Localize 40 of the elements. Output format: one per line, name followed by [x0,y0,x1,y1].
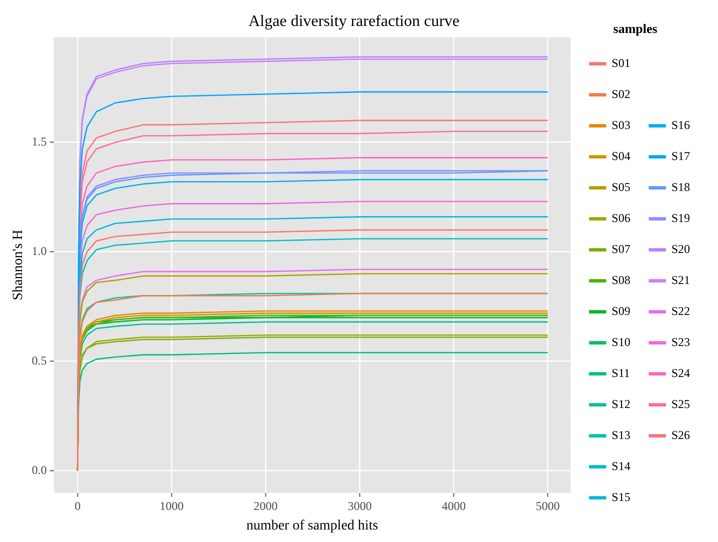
x-tick-label: 4000 [442,499,466,514]
chart-title: Algae diversity rarefaction curve [248,12,460,30]
y-tick-label: 1.5 [32,134,47,148]
y-tick-label: 1.0 [32,244,47,258]
legend-label: S04 [612,148,630,163]
legend-label: S18 [671,180,690,194]
legend-label: S19 [671,210,690,225]
x-tick-label: 0 [74,499,81,514]
x-tick-label: 1000 [160,499,184,514]
y-axis-title: Shannon's H [11,230,26,300]
legend-label: S05 [612,180,630,194]
legend-label: S22 [671,304,690,318]
x-tick-label: 5000 [536,499,560,514]
legend-label: S23 [671,334,690,349]
legend-label: S08 [612,272,630,287]
legend-label: S03 [612,118,630,132]
y-tick-label: 0.0 [32,463,47,478]
legend-label: S14 [612,458,630,473]
legend-label: S26 [671,428,690,442]
legend-label: S09 [612,304,630,318]
legend-label: S01 [612,56,630,70]
legend-label: S17 [671,148,690,163]
x-tick-label: 3000 [348,499,372,514]
legend-label: S15 [612,490,630,504]
legend-label: S20 [671,242,690,256]
x-tick-label: 2000 [254,499,278,514]
y-tick-label: 0.5 [32,354,47,368]
legend-label: S24 [671,366,690,380]
legend-label: S25 [671,396,690,411]
legend-label: S12 [612,396,630,411]
legend-label: S07 [612,242,630,256]
legend-title: samples [613,21,658,36]
legend-label: S16 [671,118,690,132]
legend-label: S13 [612,428,630,442]
legend-label: S02 [612,86,630,101]
legend-label: S11 [612,366,630,380]
legend-label: S21 [671,272,690,287]
legend-label: S10 [612,334,630,349]
x-axis-title: number of sampled hits [246,518,378,534]
legend-label: S06 [612,210,630,225]
